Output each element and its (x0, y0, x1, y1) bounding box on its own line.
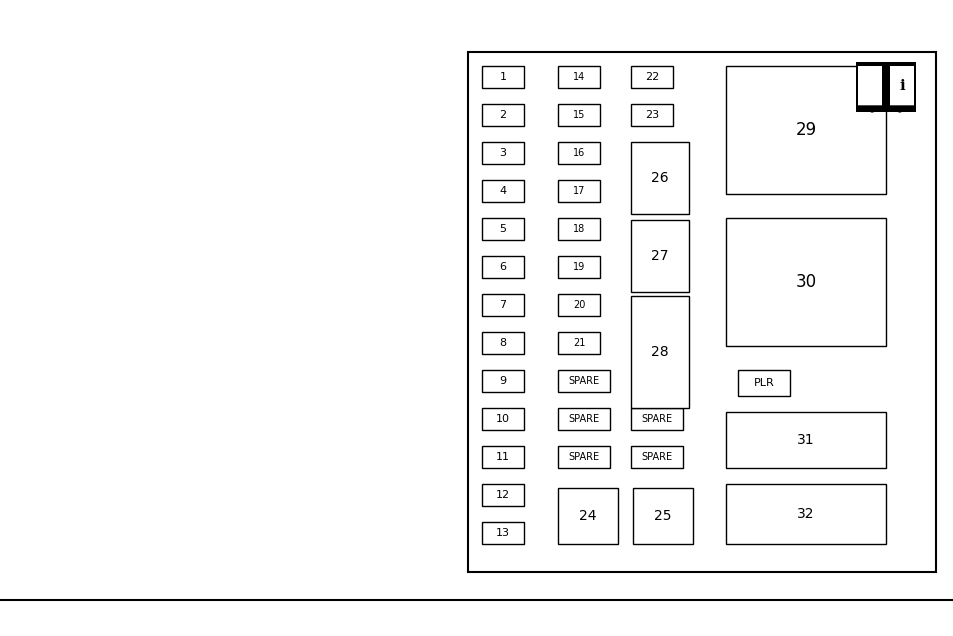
Text: 19: 19 (572, 262, 584, 272)
Text: 9: 9 (499, 376, 506, 386)
Text: 14: 14 (572, 72, 584, 82)
Bar (481, 180, 523, 202)
Text: 30: 30 (795, 273, 816, 291)
Text: 25: 25 (654, 509, 671, 523)
Bar (725, 218, 885, 346)
Text: 26: 26 (651, 171, 668, 185)
Bar (558, 104, 599, 126)
Bar (889, 66, 913, 106)
Text: 31: 31 (797, 433, 814, 447)
Bar (481, 446, 523, 468)
Bar (630, 104, 672, 126)
Text: 16: 16 (572, 148, 584, 158)
Bar (558, 142, 599, 164)
Bar (558, 370, 609, 392)
Bar (630, 142, 688, 214)
Bar (481, 408, 523, 430)
Bar (481, 66, 523, 88)
Bar (857, 66, 882, 106)
Bar (630, 66, 672, 88)
Bar (481, 370, 523, 392)
Bar (481, 522, 523, 544)
Bar (558, 218, 599, 240)
Polygon shape (857, 106, 913, 112)
Text: 20: 20 (572, 300, 584, 310)
Text: 1: 1 (499, 72, 506, 82)
Bar (558, 294, 599, 316)
Text: 24: 24 (578, 509, 597, 523)
Text: PLR: PLR (753, 378, 774, 388)
Text: 12: 12 (496, 490, 510, 500)
Text: 5: 5 (499, 224, 506, 234)
Text: 23: 23 (644, 110, 659, 120)
Text: 4: 4 (499, 186, 506, 196)
Bar (630, 408, 682, 430)
Bar (725, 412, 885, 468)
Text: SPARE: SPARE (568, 376, 598, 386)
Bar (481, 218, 523, 240)
Bar (468, 52, 935, 572)
Text: 18: 18 (572, 224, 584, 234)
Text: SPARE: SPARE (640, 452, 672, 462)
Bar (558, 332, 599, 354)
Bar (633, 488, 692, 544)
Bar (481, 142, 523, 164)
Text: SPARE: SPARE (640, 414, 672, 424)
Text: 17: 17 (572, 186, 584, 196)
Bar (558, 446, 609, 468)
Bar (481, 332, 523, 354)
Text: 8: 8 (499, 338, 506, 348)
Text: SPARE: SPARE (568, 452, 598, 462)
Bar (630, 220, 688, 292)
Text: 22: 22 (644, 72, 659, 82)
Bar (481, 484, 523, 506)
Bar (558, 66, 599, 88)
Text: 13: 13 (496, 528, 510, 538)
Bar (481, 104, 523, 126)
Text: 6: 6 (499, 262, 506, 272)
Bar (558, 256, 599, 278)
Text: 27: 27 (651, 249, 668, 263)
Bar (630, 446, 682, 468)
Bar (481, 256, 523, 278)
Bar (558, 408, 609, 430)
Text: i: i (898, 79, 904, 93)
Bar (725, 66, 885, 194)
Bar (725, 484, 885, 544)
Text: 11: 11 (496, 452, 510, 462)
Text: 2: 2 (499, 110, 506, 120)
Bar (738, 370, 789, 396)
Text: 32: 32 (797, 507, 814, 521)
Text: 28: 28 (651, 345, 668, 359)
Text: 15: 15 (572, 110, 584, 120)
Bar (558, 488, 618, 544)
Text: 7: 7 (499, 300, 506, 310)
Text: 10: 10 (496, 414, 510, 424)
Text: 3: 3 (499, 148, 506, 158)
Bar (630, 296, 688, 408)
Bar (855, 62, 915, 112)
Text: 21: 21 (572, 338, 584, 348)
Text: SPARE: SPARE (568, 414, 598, 424)
Bar (481, 294, 523, 316)
Text: 29: 29 (795, 121, 816, 139)
Bar (558, 180, 599, 202)
